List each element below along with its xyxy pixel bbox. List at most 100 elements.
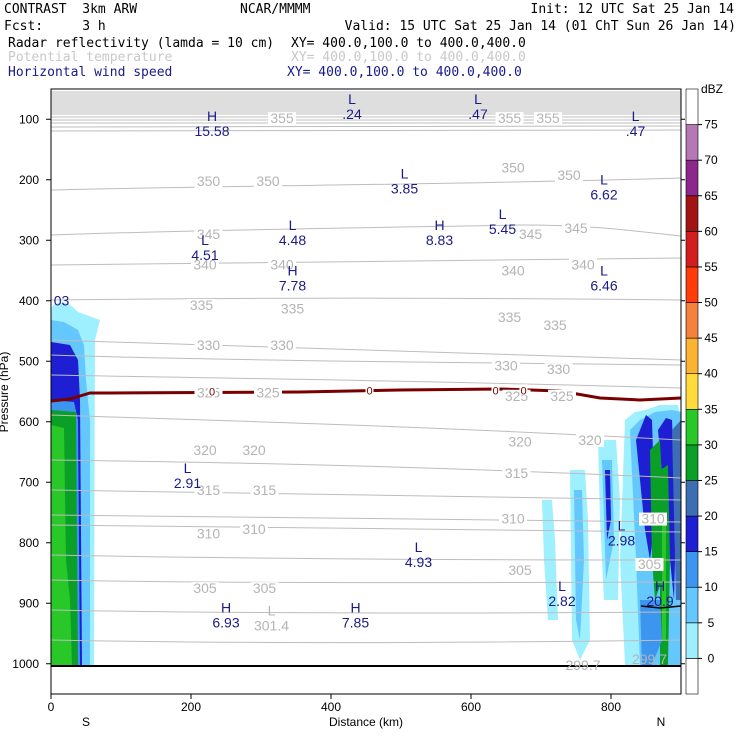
extremum-kind: H [221, 599, 231, 615]
y-tick-label: 1000 [12, 657, 39, 671]
zero-label-bg [208, 385, 216, 397]
y-axis: 100 200 300 400 500 600 700 800 900 1000 [12, 112, 685, 671]
extremum-kind: L [348, 91, 356, 107]
title-model: CONTRAST 3km ARW [4, 2, 138, 17]
colorbar-label: 10 [704, 580, 718, 594]
extremum-kind: L [474, 91, 482, 107]
x-tick-label: 800 [601, 700, 621, 714]
extremum-value: 4.51 [191, 247, 218, 263]
y-tick-label: 700 [19, 475, 39, 489]
y-tick-label: 500 [19, 354, 39, 368]
y-tick-label: 400 [19, 294, 39, 308]
theta-label: 320 [242, 442, 266, 458]
extremum-value: 15.58 [194, 123, 229, 139]
theta-label-bg [495, 311, 524, 325]
theta-label: 340 [571, 256, 595, 272]
zero-contour-label: 0 [209, 387, 215, 399]
colorbar-swatch [685, 302, 699, 339]
y-tick-label: 200 [19, 173, 39, 187]
colorbar-swatch [685, 231, 699, 268]
theta-label: 335 [498, 309, 522, 325]
colorbar-swatch [685, 480, 699, 517]
extremum-kind: L [289, 217, 297, 233]
x-tick-label: 600 [461, 700, 481, 714]
theta-label-bg [516, 228, 545, 242]
field-theta-xy: XY= 400.0,100.0 to 400.0,400.0 [291, 50, 526, 65]
extremum-value: 3.85 [391, 181, 418, 197]
init-time: Init: 12 UTC Sat 25 Jan 14 [530, 2, 735, 17]
theta-label: 335 [543, 317, 567, 333]
theta-label-bg [194, 174, 223, 188]
theta-label-bg [187, 299, 216, 313]
theta-label: 330 [197, 337, 221, 353]
extremum-kind: L [184, 460, 192, 476]
theta-label-bg [194, 527, 223, 541]
colorbar-swatch [685, 195, 699, 232]
theta-label-bg [194, 484, 223, 498]
theta-label: 345 [197, 226, 221, 242]
theta-label: 320 [193, 442, 217, 458]
colorbar-label: 0 [708, 651, 715, 665]
colorbar-label: 5 [708, 616, 715, 630]
theta-label: 355 [270, 110, 294, 126]
theta-label-bg [499, 512, 527, 526]
extremum-kind: H [434, 217, 444, 233]
colorbar-label: 70 [704, 153, 718, 167]
extremum-value: 6.46 [590, 277, 617, 293]
theta-label: 355 [536, 110, 560, 126]
surface-boundary-line [640, 605, 682, 609]
theta-label: 330 [270, 337, 294, 353]
theta-label-bg [191, 258, 219, 272]
plot-area: 355 355 355 350 350 350 350 345 345 345 340 340 340 3… [50, 88, 682, 695]
theta-label: 340 [270, 256, 294, 272]
zero-labels: 0 0 0 0 [208, 384, 528, 399]
theta-label-bg [562, 222, 590, 236]
theta-label: 310 [641, 511, 665, 527]
partial-value-label: 299.7 [565, 657, 600, 673]
extremum-value: 2.91 [174, 475, 201, 491]
theta-label-bg [534, 112, 562, 126]
field-theta: Potential temperature [8, 50, 173, 65]
theta-label-bg [254, 174, 282, 188]
colorbar-swatch [685, 586, 699, 624]
theta-label-bg [544, 363, 573, 377]
theta-label: 350 [501, 160, 525, 176]
extremum-value: 6.62 [590, 187, 617, 203]
colorbar-swatch [685, 551, 699, 588]
theta-label: 310 [501, 511, 525, 527]
theta-label: 345 [519, 226, 543, 242]
plot-frame [50, 88, 682, 695]
colorbar-label: 40 [704, 367, 718, 381]
partial-value-label: 03 [54, 293, 70, 309]
extremum-value: .24 [342, 106, 362, 122]
colorbar-label: 20 [704, 509, 718, 523]
extremum-value: 301.4 [254, 617, 289, 633]
x-tick-label: 400 [321, 700, 341, 714]
extrema-labels: H15.58L.24L.47 L.47L3.85L6.62H8.83L5.45L4… [54, 91, 674, 673]
y-tick-label: 900 [19, 596, 39, 610]
extremum-value: 7.85 [342, 614, 369, 630]
colorbar-swatch [685, 266, 699, 303]
field-wind-xy: XY= 400.0,100.0 to 400.0,400.0 [287, 65, 522, 80]
theta-label: 335 [190, 297, 214, 313]
zero-contour-label: 0 [366, 385, 372, 397]
theta-label: 350 [256, 173, 280, 189]
theta-label-bg [495, 112, 524, 126]
extremum-value: 2.82 [548, 593, 575, 609]
extremum-kind: L [499, 206, 507, 222]
extremum-kind: H [207, 108, 217, 124]
theta-label-bg [499, 264, 527, 278]
theta-label-bg [268, 258, 296, 272]
extremum-kind: L [600, 172, 608, 188]
theta-label-bg [576, 433, 604, 447]
y-tick-label: 600 [19, 415, 39, 429]
colorbar-label: 55 [704, 260, 718, 274]
x-tick-label: 0 [48, 700, 55, 714]
theta-label: 305 [193, 580, 217, 596]
theta-label-bg [548, 389, 576, 403]
extremum-kind: L [632, 108, 640, 124]
zero-contour-label: 0 [492, 385, 498, 397]
extremum-value: 7.78 [279, 277, 306, 293]
theta-label-bg [506, 435, 534, 449]
theta-contours [51, 91, 681, 644]
